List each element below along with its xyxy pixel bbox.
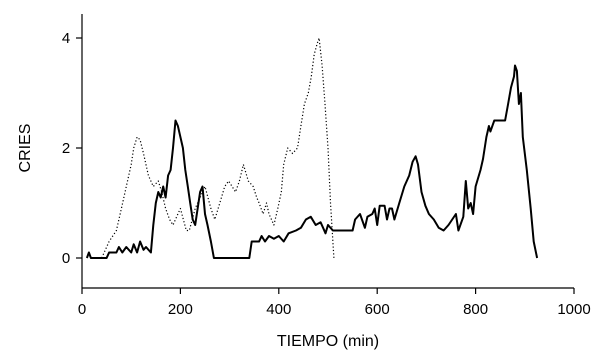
solid-series-line xyxy=(85,64,539,259)
y-tick-label-4: 4 xyxy=(62,30,70,47)
y-tick-label-0: 0 xyxy=(62,250,70,267)
x-tick-label-200: 200 xyxy=(168,301,193,318)
y-tick-label-2: 2 xyxy=(62,140,70,157)
x-axis-label: TIEMPO (min) xyxy=(277,333,379,350)
dotted-series-line xyxy=(101,37,335,259)
y-axis: 0 2 4 xyxy=(62,14,83,288)
x-tick-label-0: 0 xyxy=(78,301,86,318)
y-axis-label: CRIES xyxy=(17,124,34,173)
x-tick-label-800: 800 xyxy=(463,301,488,318)
series-layer xyxy=(85,37,539,259)
x-tick-label-600: 600 xyxy=(365,301,390,318)
x-axis: 0 200 400 600 800 1000 xyxy=(78,287,591,318)
x-tick-label-400: 400 xyxy=(266,301,291,318)
x-tick-label-1000: 1000 xyxy=(557,301,590,318)
